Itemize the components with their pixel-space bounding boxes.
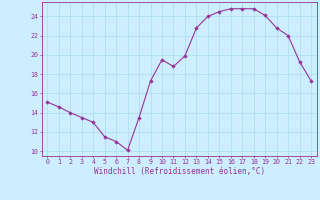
X-axis label: Windchill (Refroidissement éolien,°C): Windchill (Refroidissement éolien,°C) xyxy=(94,167,265,176)
